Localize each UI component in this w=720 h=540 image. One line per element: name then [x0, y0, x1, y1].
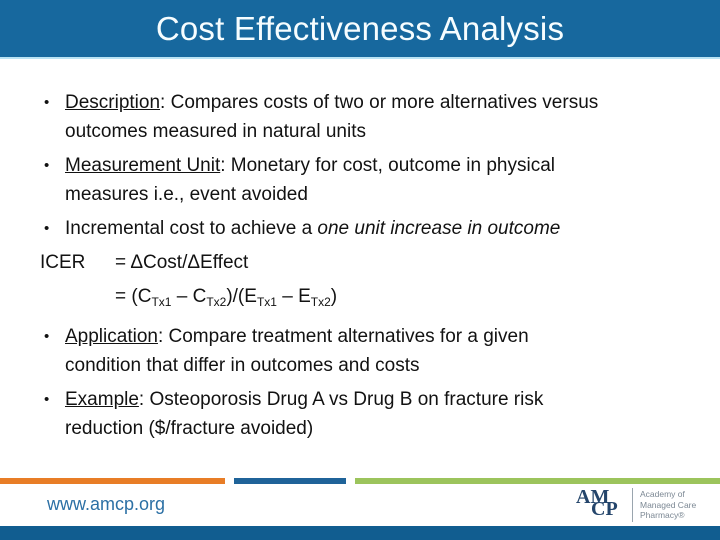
line-text: Description: Compares costs of two or mo… [65, 92, 599, 142]
line-text: = (CTx1 – CTx2)/(ETx1 – ETx2) [115, 286, 338, 309]
bullet-item: • Example: Osteoporosis Drug A vs Drug B … [40, 385, 694, 443]
indent-spacer [40, 282, 115, 317]
line-text: Application: Compare treatment alternati… [65, 326, 529, 376]
line-text: Measurement Unit: Monetary for cost, out… [65, 155, 555, 205]
line-text: Incremental cost to achieve a one unit i… [65, 218, 561, 239]
bullet-marker: • [44, 391, 50, 408]
bullet-marker: • [44, 220, 50, 237]
logo-tagline-line3: Pharmacy® [640, 510, 685, 520]
title-bar: Cost Effectiveness Analysis [0, 0, 720, 59]
logo-tagline: Academy of Managed Care Pharmacy® [640, 488, 696, 521]
line-text: Example: Osteoporosis Drug A vs Drug B o… [65, 389, 544, 439]
amcp-monogram-bottom: CP [591, 498, 618, 520]
accent-bar-orange [0, 478, 225, 484]
bullet-list: • Description: Compares costs of two or m… [40, 88, 694, 448]
amcp-logo: AM CP Academy of Managed Care Pharmacy® [576, 486, 696, 522]
amcp-monogram: AM CP [576, 486, 632, 522]
bullet-marker: • [44, 328, 50, 345]
bullet-item: • Application: Compare treatment alternat… [40, 322, 694, 380]
logo-divider [632, 488, 633, 522]
bullet-item: • Incremental cost to achieve a one unit … [40, 214, 694, 243]
line-text: = ΔCost/ΔEffect [115, 252, 249, 273]
bullet-marker: • [44, 157, 50, 174]
icer-label: ICER [40, 252, 86, 273]
amcp-monogram-top: AM [576, 486, 610, 508]
accent-bar-blue [234, 478, 346, 484]
website-link[interactable]: www.amcp.org [47, 494, 166, 514]
icer-line: ICER = ΔCost/ΔEffect [40, 248, 694, 277]
accent-bar-green [355, 478, 720, 484]
bullet-marker: • [44, 94, 50, 111]
bottom-bar [0, 526, 720, 540]
slide-title: Cost Effectiveness Analysis [155, 9, 565, 47]
bullet-item: • Measurement Unit: Monetary for cost, ou… [40, 151, 694, 209]
logo-tagline-line2: Managed Care [640, 499, 697, 510]
logo-tagline-line1: Academy of [640, 489, 685, 499]
indent-line: = (CTx1 – CTx2)/(ETx1 – ETx2) [40, 282, 694, 317]
bullet-item: • Description: Compares costs of two or m… [40, 88, 694, 146]
